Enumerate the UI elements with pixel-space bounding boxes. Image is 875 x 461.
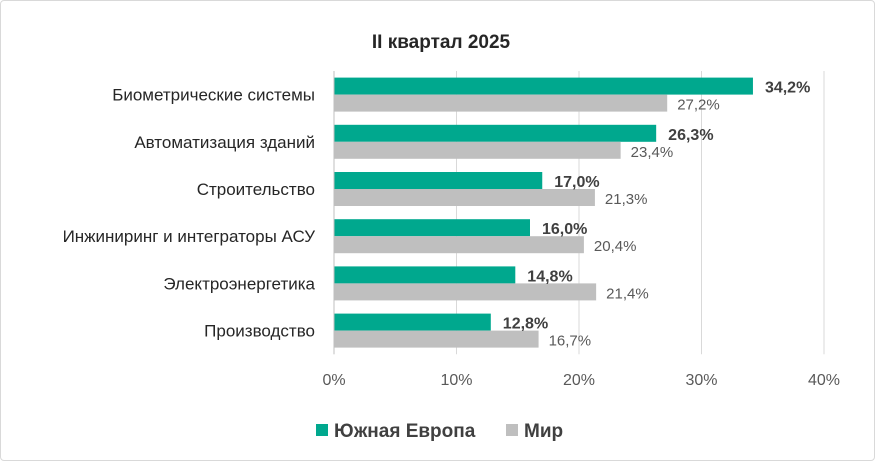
bar-southern-europe (334, 219, 530, 237)
data-label-southern-europe: 12,8% (503, 316, 548, 333)
chart-title: II квартал 2025 (372, 32, 511, 53)
bar-world (334, 189, 595, 206)
bar-world (334, 141, 621, 159)
category-label: Биометрические системы (112, 86, 315, 105)
legend-label-southern-europe: Южная Европа (334, 421, 476, 442)
bar-world (334, 330, 539, 348)
x-tick-label: 20% (563, 372, 595, 389)
data-label-southern-europe: 17,0% (554, 174, 599, 191)
bar-world (334, 236, 584, 254)
bar-southern-europe (334, 313, 491, 331)
legend-swatch-world (506, 424, 518, 436)
data-label-world: 21,3% (605, 191, 648, 208)
data-label-southern-europe: 14,8% (527, 268, 572, 285)
bar-southern-europe (334, 266, 516, 284)
category-label: Строительство (197, 180, 315, 199)
bar-southern-europe (334, 77, 753, 95)
data-label-world: 20,4% (594, 238, 637, 255)
data-label-southern-europe: 16,0% (542, 221, 587, 238)
category-label: Инжиниринг и интеграторы АСУ (63, 227, 316, 246)
category-label: Производство (204, 322, 315, 341)
x-tick-label: 0% (322, 372, 345, 389)
data-label-world: 23,4% (631, 144, 674, 161)
legend-label-world: Мир (524, 421, 563, 442)
legend-swatch-southern-europe (316, 424, 328, 436)
data-label-world: 21,4% (606, 285, 649, 302)
bar-world (334, 283, 597, 301)
bar-world (334, 94, 668, 112)
x-tick-label: 30% (685, 372, 717, 389)
data-label-world: 16,7% (549, 333, 592, 350)
data-label-southern-europe: 26,3% (668, 127, 713, 144)
category-label: Электроэнергетика (163, 274, 315, 293)
x-tick-label: 10% (440, 372, 472, 389)
x-tick-label: 40% (808, 372, 840, 389)
bar-southern-europe (334, 124, 657, 142)
data-label-world: 27,2% (677, 97, 720, 114)
bar-southern-europe (334, 172, 543, 189)
category-label: Автоматизация зданий (134, 133, 315, 152)
data-label-southern-europe: 34,2% (765, 80, 810, 97)
